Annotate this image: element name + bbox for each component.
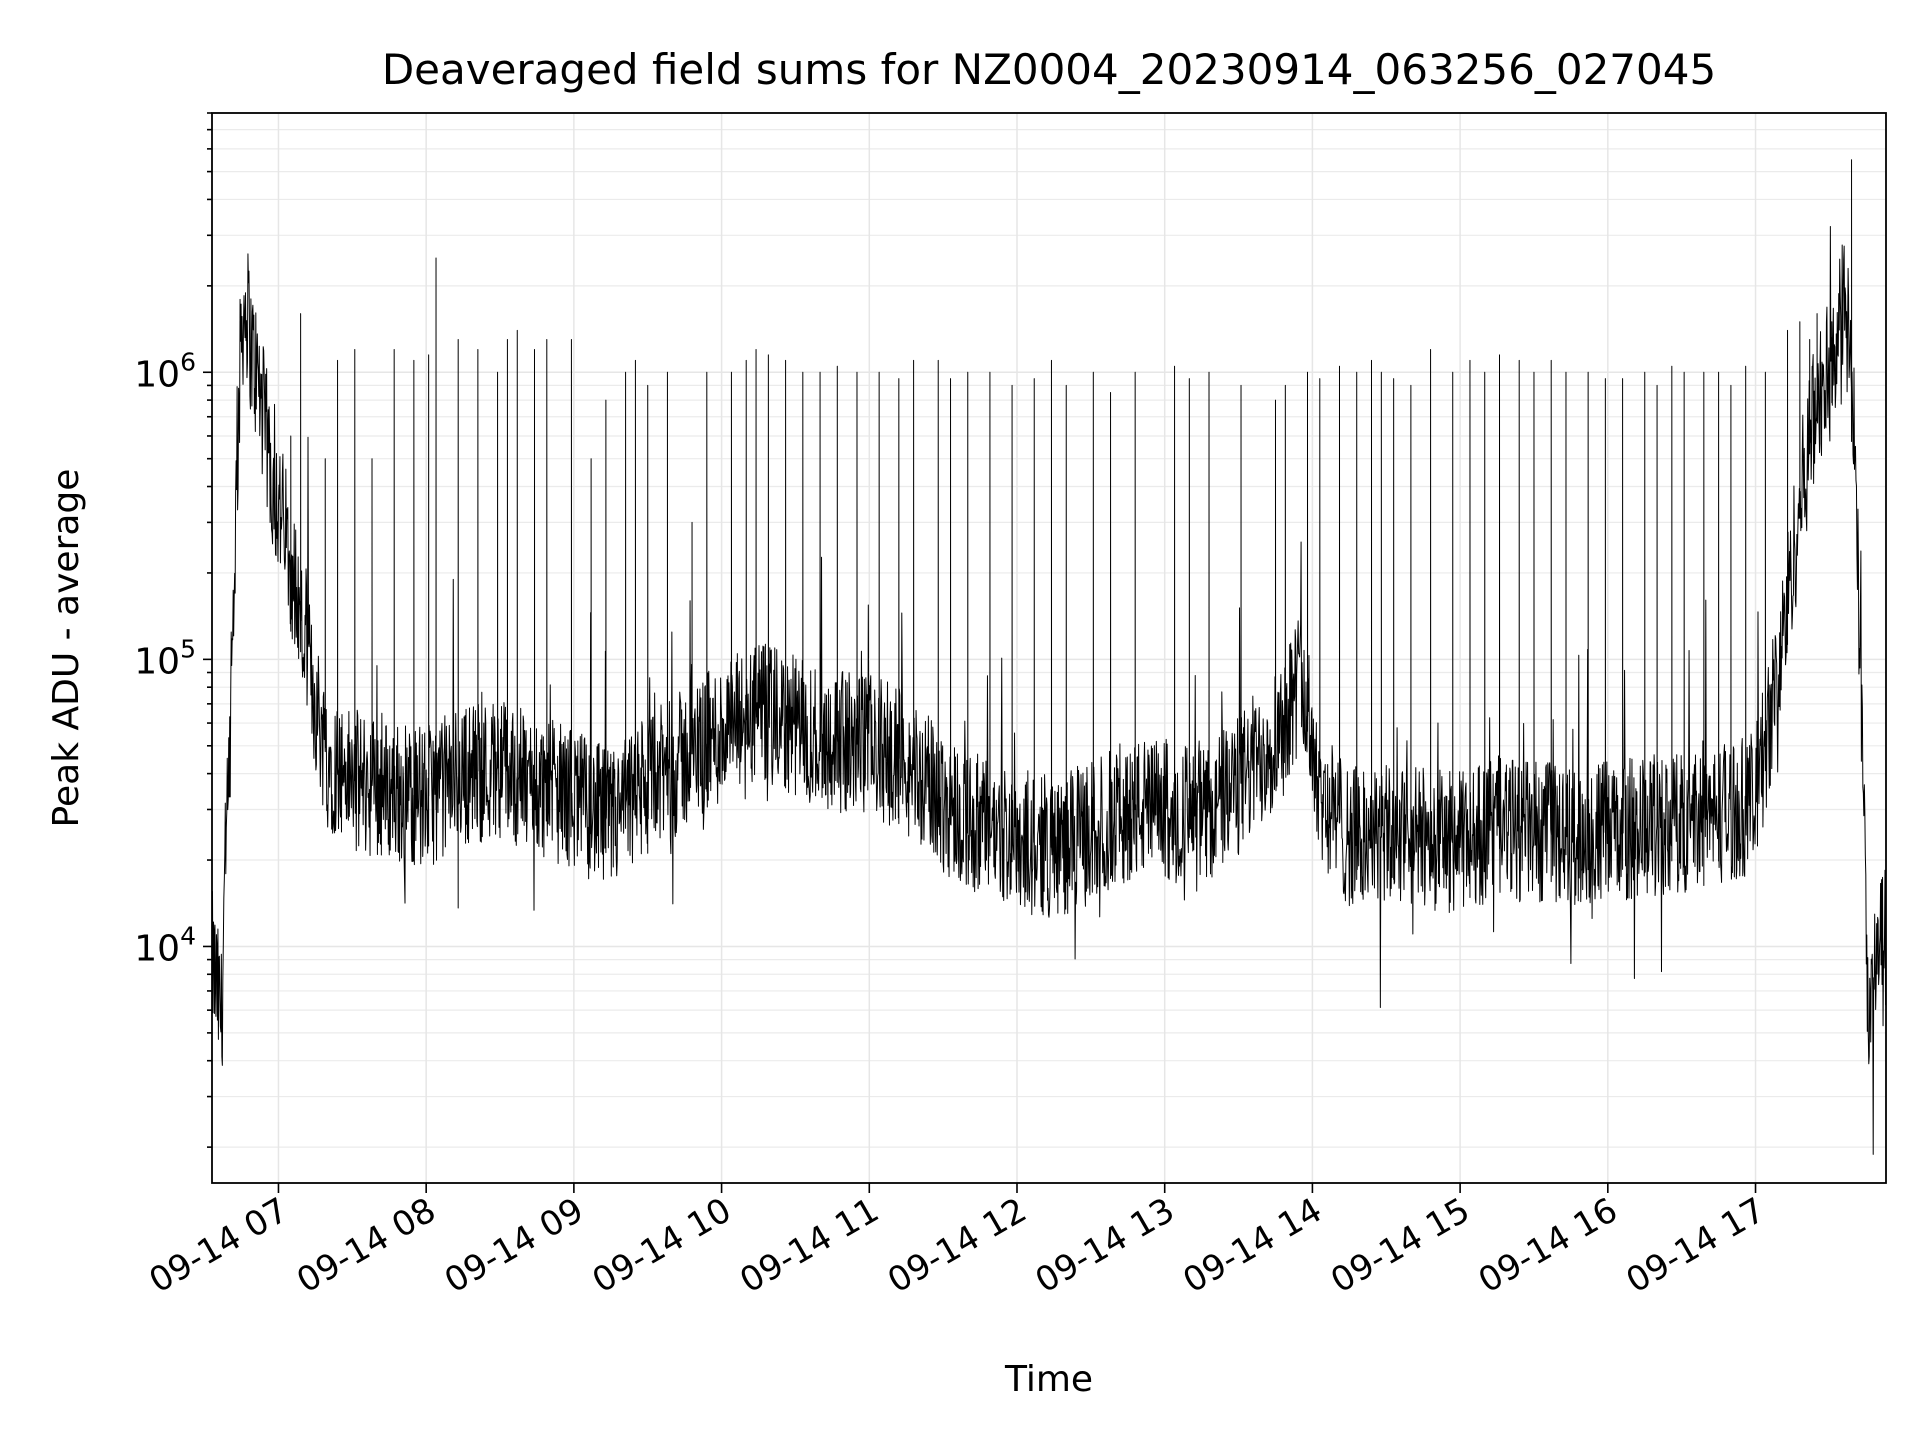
y-tick-label-base: 10	[134, 354, 180, 395]
x-tick-label: 09-14 07	[143, 1190, 295, 1301]
y-tick-label-exponent: 6	[180, 347, 196, 376]
x-tick-label: 09-14 17	[1620, 1190, 1772, 1301]
y-tick-label-base: 10	[134, 641, 180, 682]
x-tick-label: 09-14 16	[1472, 1190, 1624, 1301]
x-axis-label: Time	[1004, 1359, 1093, 1400]
chart-title: Deaveraged field sums for NZ0004_2023091…	[382, 45, 1716, 94]
y-tick-label-exponent: 5	[180, 634, 196, 663]
series-line	[211, 159, 1887, 1155]
x-tick-label: 09-14 10	[586, 1190, 738, 1301]
y-tick-label-exponent: 4	[180, 921, 196, 950]
x-tick-label: 09-14 09	[438, 1190, 590, 1301]
x-tick-label: 09-14 12	[881, 1190, 1033, 1301]
x-tick-label: 09-14 08	[290, 1190, 442, 1301]
x-tick-label: 09-14 15	[1324, 1190, 1476, 1301]
y-tick-label: 104	[134, 921, 196, 969]
y-tick-label: 106	[134, 347, 196, 395]
grid-lines	[212, 112, 1886, 1183]
x-tick-label: 09-14 13	[1029, 1190, 1181, 1301]
y-tick-label-base: 10	[134, 928, 180, 969]
x-tick-label: 09-14 14	[1177, 1190, 1329, 1301]
y-tick-label: 105	[134, 634, 196, 682]
y-axis-label: Peak ADU - average	[46, 469, 87, 828]
plot-area-frame	[211, 112, 1887, 1184]
x-tick-label: 09-14 11	[733, 1190, 885, 1301]
series-line-group	[211, 159, 1887, 1155]
